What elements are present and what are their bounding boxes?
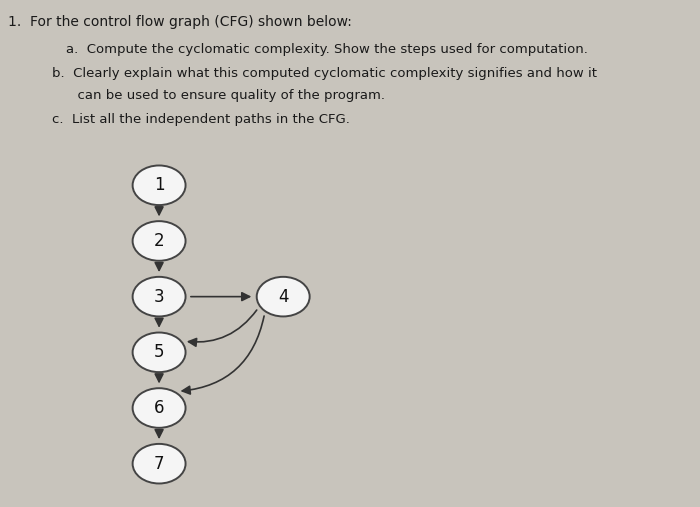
Text: 1: 1 <box>154 176 164 194</box>
Circle shape <box>132 333 186 372</box>
Text: 4: 4 <box>278 287 288 306</box>
Circle shape <box>132 165 186 205</box>
Text: 5: 5 <box>154 343 164 361</box>
Circle shape <box>132 388 186 428</box>
Circle shape <box>132 221 186 261</box>
Text: 1.  For the control flow graph (CFG) shown below:: 1. For the control flow graph (CFG) show… <box>8 15 352 29</box>
Text: 7: 7 <box>154 455 164 473</box>
Text: can be used to ensure quality of the program.: can be used to ensure quality of the pro… <box>52 89 386 102</box>
Text: 3: 3 <box>154 287 164 306</box>
Text: 2: 2 <box>154 232 164 250</box>
Circle shape <box>132 277 186 316</box>
Circle shape <box>132 444 186 484</box>
Text: a.  Compute the cyclomatic complexity. Show the steps used for computation.: a. Compute the cyclomatic complexity. Sh… <box>66 43 589 56</box>
Text: c.  List all the independent paths in the CFG.: c. List all the independent paths in the… <box>52 113 351 126</box>
Text: 6: 6 <box>154 399 164 417</box>
Text: b.  Clearly explain what this computed cyclomatic complexity signifies and how i: b. Clearly explain what this computed cy… <box>52 67 598 80</box>
Circle shape <box>257 277 309 316</box>
